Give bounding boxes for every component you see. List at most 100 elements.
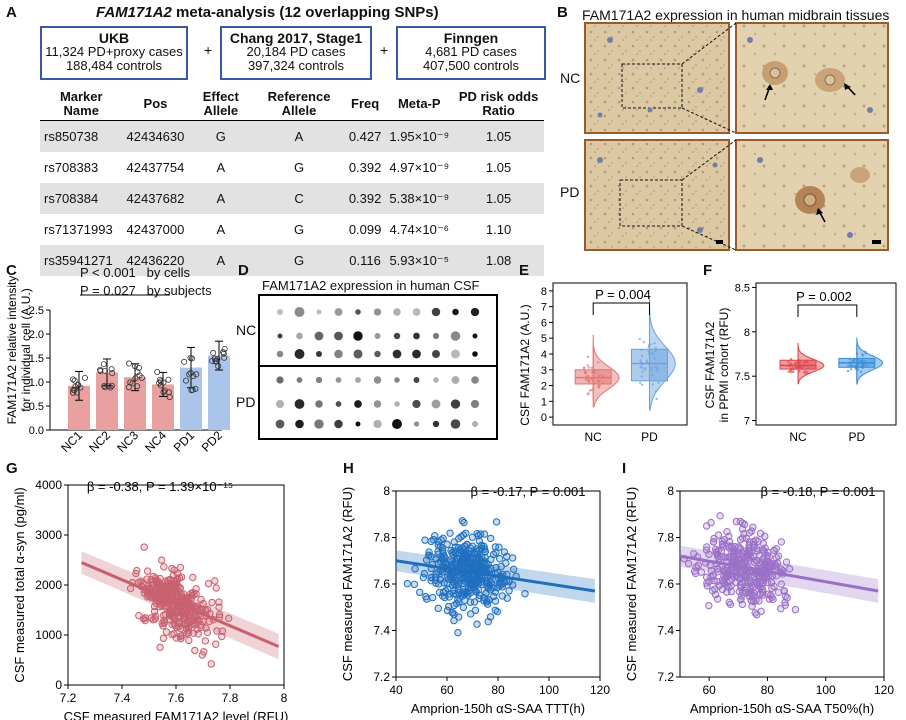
data-point [655, 397, 658, 401]
y-tick-label: 1000 [35, 628, 62, 642]
data-point [204, 579, 213, 588]
table-cell: 42437000 [126, 222, 185, 237]
data-point [186, 371, 193, 378]
data-point [191, 646, 199, 655]
panel-letter-f: F [703, 262, 713, 279]
table-cell: rs708384 [40, 183, 123, 214]
data-point [203, 628, 212, 637]
data-point [176, 584, 184, 592]
panel-letter-h: H [343, 460, 354, 477]
data-point [189, 589, 197, 597]
data-point [166, 394, 173, 401]
blot-spot [334, 308, 343, 316]
blot-spot [450, 419, 461, 429]
y-tick-label: 5 [541, 333, 547, 345]
data-point [445, 575, 453, 584]
data-point [218, 627, 227, 635]
panel-i-plot: 60 80 100 120 7.2 7.4 7.6 7.8 8 Amprion-150h αS-S… [624, 484, 894, 716]
data-point [181, 358, 188, 365]
data-point [197, 595, 205, 604]
data-point [435, 580, 443, 588]
table-row: rs708384 42437682 A C 0.392 5.38×10⁻⁹ 1.… [40, 183, 544, 214]
box [779, 359, 817, 370]
blot-spot [472, 333, 478, 339]
data-point [432, 570, 440, 578]
panel-a-title: FAM171A2 meta-analysis (12 overlapping S… [96, 4, 439, 21]
data-point [721, 580, 730, 588]
blot-spot [335, 377, 342, 383]
blot-spot [334, 331, 343, 341]
data-point [741, 577, 749, 586]
panel-f-pvalue: P = 0.002 [796, 289, 852, 304]
x-tick-label: 60 [702, 683, 716, 697]
table-cell: 4.97×10⁻⁹ [389, 159, 450, 175]
y-tick-label: 7.5 [735, 371, 750, 383]
y-tick-label: 3000 [35, 528, 62, 542]
data-point [480, 557, 489, 565]
y-tick-label: 7.2 [657, 670, 674, 684]
panel-h-chart: 40 60 80 100 120 7.2 7.4 7.6 7.8 8 Amprion-150h αS… [340, 484, 610, 716]
data-point [172, 634, 181, 642]
blot-spot [393, 308, 401, 316]
blot-spot [450, 331, 461, 341]
table-header: Pos [122, 88, 189, 121]
y-tick-label: 7 [744, 416, 750, 428]
y-tick-label: 2000 [35, 578, 62, 592]
data-point [139, 614, 148, 623]
blot-spot [294, 307, 305, 317]
blot-spot [276, 350, 284, 358]
panel-f-chart: 7 7.5 8 8.5 NC PD CSF FAM171A2 in PPMI cohort… [703, 282, 897, 444]
bar [208, 355, 230, 430]
data-point [215, 610, 224, 619]
x-tick-label: 7.2 [60, 691, 77, 705]
data-point [452, 581, 461, 590]
data-point [215, 363, 222, 370]
blot-spot [296, 332, 303, 340]
blot-spot [432, 420, 440, 428]
table-cell: 42436220 [122, 245, 189, 276]
cohort-controls: 397,324 controls [247, 58, 345, 73]
data-point [218, 632, 226, 641]
data-point [730, 546, 738, 554]
data-point [421, 536, 429, 544]
x-axis-label: Amprion-150h αS-SAA T50%(h) [690, 701, 874, 716]
blot-spot [294, 349, 305, 359]
data-point [726, 567, 735, 575]
y-axis-label: CSF measured FAM171A2 (RFU) [624, 487, 639, 681]
box [630, 348, 668, 382]
data-point [492, 548, 500, 557]
blot-spot [413, 421, 420, 427]
table-cell: 5.38×10⁻⁹ [385, 183, 454, 214]
table-header: Reference Allele [253, 88, 345, 121]
blot-spot [374, 333, 381, 339]
data-point [445, 590, 454, 598]
y-tick-label: 4000 [35, 478, 62, 492]
panel-c-ylabel-1: FAM171A2 relative intensity [5, 276, 19, 425]
panel-c-stat-subjects: P = 0.027 by subjects [80, 283, 212, 298]
data-point [201, 606, 210, 615]
data-point [587, 366, 590, 369]
x-tick-label: 8 [281, 691, 288, 705]
data-point [806, 371, 809, 374]
data-point [192, 385, 199, 392]
blot-spot [393, 332, 401, 340]
data-point [859, 370, 863, 374]
table-header: Marker Name [40, 88, 123, 121]
data-point [702, 522, 711, 530]
blot-spot [353, 349, 363, 359]
data-point [588, 389, 592, 392]
table-cell: rs35941271 [40, 245, 123, 276]
data-point [657, 381, 660, 384]
x-tick-label: NC [789, 430, 807, 444]
data-point [189, 619, 197, 627]
blot-spot [315, 400, 323, 408]
data-point [463, 540, 471, 549]
panel-e-chart: 0 1 2 3 4 5 6 7 8 NC PD CSF FAM171A2 (A.U.) P = 0.… [518, 282, 688, 444]
blot-spot [316, 309, 322, 315]
table-cell: 0.392 [348, 160, 382, 175]
plus-sign: + [204, 42, 213, 58]
data-point [491, 597, 500, 605]
gene-name: FAM171A2 [96, 4, 172, 21]
blot-spot [394, 401, 400, 407]
data-point [422, 593, 430, 601]
